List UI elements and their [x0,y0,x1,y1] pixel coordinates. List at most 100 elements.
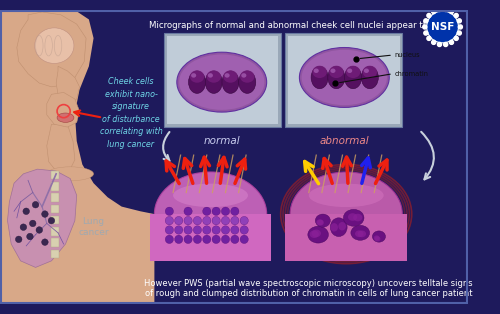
Ellipse shape [47,167,94,181]
Text: Cheek cells
exhibit nano-
signature
of disturbance
correlating with
lung cancer: Cheek cells exhibit nano- signature of d… [100,77,162,149]
Ellipse shape [202,235,211,244]
Text: Lung
cancer: Lung cancer [78,218,109,237]
Ellipse shape [224,70,238,83]
Ellipse shape [316,214,330,227]
Ellipse shape [154,172,266,256]
Bar [52,227,59,236]
Ellipse shape [184,226,192,234]
Ellipse shape [292,236,400,256]
Ellipse shape [202,216,211,225]
Ellipse shape [312,66,327,78]
FancyBboxPatch shape [286,34,403,127]
Bar [150,214,272,261]
Bar [52,216,59,225]
Circle shape [438,42,442,46]
Bar [52,250,59,258]
Ellipse shape [177,52,266,112]
Ellipse shape [374,236,380,241]
Bar [52,205,59,213]
Ellipse shape [314,68,319,73]
Circle shape [444,42,448,46]
Ellipse shape [316,219,323,225]
Circle shape [20,224,26,230]
Ellipse shape [194,235,202,244]
Ellipse shape [344,66,362,89]
Ellipse shape [188,71,206,93]
Circle shape [36,227,43,233]
Ellipse shape [308,226,328,243]
Circle shape [26,233,33,240]
Polygon shape [17,12,86,87]
Ellipse shape [374,236,380,241]
Ellipse shape [165,235,173,244]
Ellipse shape [184,207,192,215]
Ellipse shape [238,71,256,93]
Ellipse shape [173,184,248,207]
Ellipse shape [190,70,204,83]
Circle shape [432,9,436,14]
Ellipse shape [174,235,183,244]
Ellipse shape [372,231,386,242]
Ellipse shape [240,226,248,234]
Circle shape [422,25,427,29]
Circle shape [454,14,458,18]
FancyBboxPatch shape [288,36,400,124]
Ellipse shape [230,216,239,225]
FancyBboxPatch shape [166,36,278,124]
Bar [52,193,59,202]
Text: chromatin: chromatin [395,71,429,77]
Text: abnormal: abnormal [320,136,369,146]
Ellipse shape [329,66,344,78]
Text: However PWS (partial wave spectroscopic microscopy) uncovers telltale signs: However PWS (partial wave spectroscopic … [144,279,473,288]
Ellipse shape [165,207,173,215]
Ellipse shape [230,235,239,244]
Bar [52,171,59,180]
Ellipse shape [206,70,221,83]
Ellipse shape [317,220,324,225]
Ellipse shape [212,235,220,244]
Ellipse shape [364,68,369,73]
Ellipse shape [348,213,357,221]
Ellipse shape [355,230,364,237]
Circle shape [458,25,462,29]
Ellipse shape [156,236,264,256]
Ellipse shape [194,216,202,225]
Circle shape [438,7,442,12]
Ellipse shape [224,73,230,78]
Ellipse shape [212,207,220,215]
Circle shape [16,236,22,243]
Ellipse shape [222,235,230,244]
Text: Micrographs of normal and abnormal cheek cell nuclei appear the same: Micrographs of normal and abnormal cheek… [148,21,460,30]
Circle shape [427,36,431,41]
Circle shape [454,36,458,41]
Polygon shape [0,10,154,304]
Circle shape [457,31,462,35]
Ellipse shape [212,216,220,225]
Ellipse shape [179,54,264,110]
Circle shape [42,239,48,246]
Circle shape [23,208,30,214]
Ellipse shape [330,218,347,236]
Ellipse shape [312,230,321,237]
Ellipse shape [230,226,239,234]
Ellipse shape [240,70,254,83]
Ellipse shape [338,222,346,230]
Bar [286,214,407,261]
Circle shape [30,220,36,227]
Ellipse shape [311,66,328,89]
Ellipse shape [351,225,370,240]
Circle shape [424,31,428,35]
Polygon shape [47,124,75,171]
Ellipse shape [240,216,248,225]
Ellipse shape [165,216,173,225]
Text: of rough and clumped distribution of chromatin in cells of lung cancer patient: of rough and clumped distribution of chr… [145,289,472,298]
Ellipse shape [344,209,364,226]
Ellipse shape [222,216,230,225]
Ellipse shape [202,207,211,215]
Ellipse shape [300,47,389,107]
Ellipse shape [34,28,74,63]
Bar [52,182,59,191]
Ellipse shape [290,172,403,256]
Ellipse shape [222,226,230,234]
Circle shape [32,202,39,208]
